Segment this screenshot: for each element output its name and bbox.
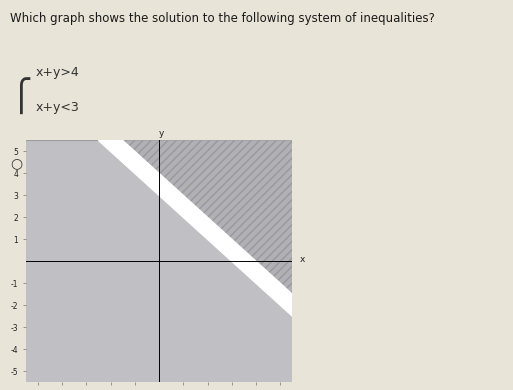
Polygon shape	[26, 140, 292, 382]
Text: Which graph shows the solution to the following system of inequalities?: Which graph shows the solution to the fo…	[10, 12, 435, 25]
Text: x+y<3: x+y<3	[36, 101, 80, 114]
Text: ⎧: ⎧	[10, 78, 33, 115]
Polygon shape	[26, 140, 292, 294]
Text: ○: ○	[10, 156, 23, 170]
Text: x+y>4: x+y>4	[36, 66, 80, 79]
Polygon shape	[98, 140, 292, 316]
Text: y: y	[159, 129, 164, 138]
Text: x: x	[300, 255, 305, 264]
